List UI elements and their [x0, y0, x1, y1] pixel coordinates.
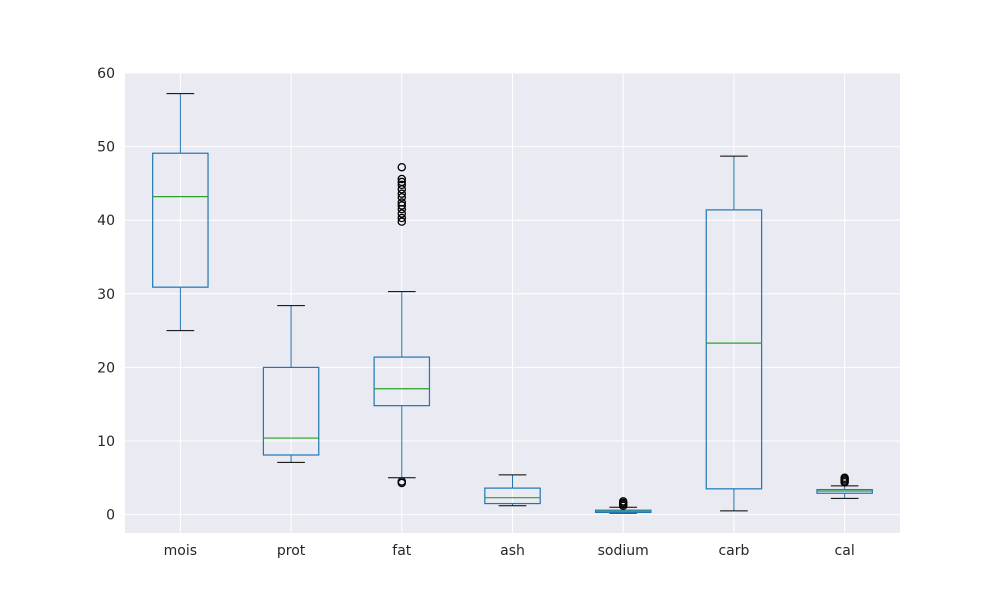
- flier-point: [397, 477, 407, 486]
- box-ash: [484, 474, 541, 507]
- flier-point: [397, 174, 407, 184]
- x-tick-label: cal: [835, 543, 855, 559]
- box-sodium: [594, 497, 652, 514]
- box-iqr: [373, 356, 431, 407]
- box-carb: [705, 155, 763, 512]
- x-tick-label: fat: [392, 543, 412, 559]
- y-axis-ticks: 0 10 20 30 40 50 60: [97, 66, 115, 524]
- box-iqr: [152, 152, 209, 288]
- y-tick-label: 20: [97, 360, 115, 376]
- y-tick-label: 40: [97, 213, 115, 229]
- x-tick-label: carb: [718, 543, 749, 559]
- y-tick-label: 60: [97, 66, 115, 82]
- y-tick-label: 50: [97, 140, 115, 156]
- box-mois: [152, 93, 209, 332]
- box-iqr: [705, 209, 763, 490]
- flier-point: [840, 473, 849, 483]
- flier-point: [397, 189, 407, 198]
- flier-point: [397, 193, 407, 202]
- flier-point: [397, 162, 407, 172]
- box-cal: [816, 473, 873, 499]
- box-iqr: [484, 487, 541, 505]
- x-tick-label: ash: [500, 543, 525, 559]
- box-prot: [262, 305, 320, 463]
- box-iqr: [262, 366, 320, 456]
- flier-point: [397, 177, 407, 187]
- y-tick-label: 10: [97, 434, 115, 450]
- y-tick-label: 0: [106, 508, 115, 524]
- flier-point: [397, 213, 407, 223]
- x-tick-label: mois: [164, 543, 197, 559]
- boxes: [152, 93, 873, 514]
- flier-point: [397, 198, 407, 207]
- flier-point: [397, 201, 407, 210]
- box-fat: [373, 162, 431, 488]
- flier-point: [397, 217, 407, 226]
- flier-point: [397, 209, 407, 218]
- flier-point: [397, 180, 407, 190]
- flier-point: [618, 497, 628, 506]
- x-axis-ticks: mois prot fat ash sodium carb cal: [164, 543, 855, 559]
- x-tick-label: sodium: [598, 543, 649, 559]
- x-tick-label: prot: [277, 543, 306, 559]
- y-tick-label: 30: [97, 287, 115, 303]
